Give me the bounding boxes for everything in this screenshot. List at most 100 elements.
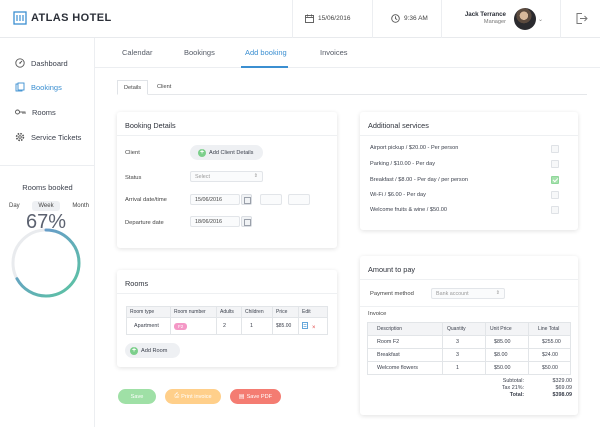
service-checkbox[interactable] [551,191,559,199]
client-label: Client [125,150,140,156]
table-row: Room F2 3 $85.00 $255.00 [367,335,571,349]
service-item-label: Wi-Fi / $6.00 - Per day [370,192,426,198]
invoice-desc: Welcome flowers [367,361,443,375]
table-row: Welcome flowers 1 $50.00 $50.00 [367,361,571,375]
time-text: 9:36 AM [404,15,428,22]
plus-icon: + [198,148,206,157]
arrival-hour-select[interactable] [260,194,282,205]
table-row: Apartment F2 2 1 $85.00 × [126,317,328,335]
calendar-icon [305,14,314,23]
column-header: Children [241,306,273,318]
column-header: Edit [298,306,328,318]
active-tab-indicator [241,66,288,68]
arrival-label: Arrival date/time [125,197,167,203]
service-checkbox[interactable] [551,160,559,168]
sidebar-item-service-tickets[interactable]: Service Tickets [15,132,81,142]
column-header: Room number [170,306,217,318]
card-title: Booking Details [117,112,337,136]
invoice-qty: 1 [442,361,486,375]
save-button[interactable]: Save [118,389,156,404]
invoice-qty: 3 [442,348,486,362]
service-checkbox[interactable] [551,176,559,184]
arrival-minute-select[interactable] [288,194,310,205]
status-select[interactable]: Select ⇕ [190,171,263,182]
gauge-progress-arc [11,228,81,298]
period-month[interactable]: Month [72,203,89,209]
add-room-button[interactable]: + Add Room [125,343,180,358]
status-placeholder: Select [195,174,210,180]
main-tabs: Calendar Bookings Add booking Invoices [95,38,600,68]
room-price: $85.00 [272,317,299,335]
subtab-client[interactable]: Client [157,84,172,90]
column-header: Room type [126,306,171,318]
sidebar: Dashboard Bookings Rooms Service Tickets… [0,38,95,427]
departure-date-input[interactable]: 18/06/2016 [190,216,240,227]
pdf-label: Save PDF [246,393,273,400]
additional-services-card: Additional services [360,112,578,230]
service-checkbox[interactable] [551,206,559,214]
column-header: Line Total [528,322,571,336]
arrival-date-input[interactable]: 15/06/2016 [190,194,240,205]
save-pdf-button[interactable]: ▤ Save PDF [230,389,281,404]
print-icon: ⎙ [174,393,180,399]
add-client-button[interactable]: + Add Client Details [190,145,263,160]
calendar-picker-icon[interactable] [241,216,252,227]
user-role: Manager [483,19,506,25]
invoice-label: Invoice [368,311,387,317]
top-bar: ATLAS HOTEL 15/06/2016 9:36 AM Jack Terr… [0,0,600,38]
room-type: Apartment [126,317,171,335]
key-icon [15,109,26,115]
clock-icon [391,14,400,23]
print-invoice-button[interactable]: ⎙ Print invoice [165,389,221,404]
calendar-picker-icon[interactable] [241,194,252,205]
sidebar-item-bookings[interactable]: Bookings [15,82,62,92]
period-day[interactable]: Day [9,203,20,209]
tab-add-booking[interactable]: Add booking [245,48,287,57]
sidebar-item-dashboard[interactable]: Dashboard [15,58,68,68]
delete-icon[interactable]: × [312,324,316,331]
total-label: Total: [509,392,524,398]
payment-method-select[interactable]: Bank account ⇕ [431,288,505,299]
divider [372,0,373,38]
sidebar-item-label: Service Tickets [31,132,82,142]
invoice-table: Description Quantity Unit Price Line Tot… [367,322,571,375]
tab-bookings[interactable]: Bookings [184,48,215,57]
dashboard-icon [15,58,25,68]
column-header: Adults [216,306,242,318]
divider [560,0,561,38]
room-number-cell: F2 [170,317,217,335]
sidebar-item-label: Rooms [32,107,56,117]
user-info[interactable]: Jack Terrance Manager [462,11,506,25]
invoice-unit: $50.00 [485,361,529,375]
chevron-down-icon[interactable]: ⌄ [538,17,544,23]
tab-calendar[interactable]: Calendar [122,48,153,57]
divider [292,0,293,38]
divider [0,165,95,166]
avatar[interactable] [514,8,536,30]
rooms-booked-title: Rooms booked [22,183,73,192]
period-week[interactable]: Week [32,201,60,211]
subtab-details[interactable]: Details [117,80,149,95]
card-title: Rooms [117,270,337,294]
app-logo[interactable]: ATLAS HOTEL [13,11,112,25]
service-item-label: Airport pickup / $20.00 - Per person [370,145,459,151]
rooms-table: Room type Room number Adults Children Pr… [126,306,328,335]
service-checkbox[interactable] [551,145,559,153]
bookings-icon [15,82,25,92]
card-title: Amount to pay [360,256,578,280]
payment-method-value: Bank account [436,291,469,297]
user-name: Jack Terrance [464,11,506,18]
card-title: Additional services [360,112,578,136]
edit-icon[interactable] [302,321,308,329]
select-arrows-icon: ⇕ [253,173,258,179]
sub-tabs: Details Client [117,80,587,95]
tab-invoices[interactable]: Invoices [320,48,348,57]
plus-icon: + [130,346,138,355]
sidebar-item-rooms[interactable]: Rooms [15,107,56,117]
gear-icon [15,132,25,142]
logout-icon[interactable] [575,12,588,25]
invoice-total: $255.00 [528,335,571,349]
subtotal-value: $329.00 [552,378,573,384]
divider [360,306,578,307]
room-children: 1 [241,317,273,335]
